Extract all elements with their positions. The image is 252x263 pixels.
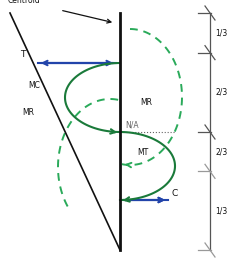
Text: MR: MR xyxy=(140,98,152,107)
Text: 2/3: 2/3 xyxy=(215,147,227,156)
Text: 1/3: 1/3 xyxy=(215,206,227,215)
Text: MC: MC xyxy=(28,81,40,90)
Text: N/A: N/A xyxy=(125,121,139,130)
Text: MT: MT xyxy=(137,148,148,157)
Text: MR: MR xyxy=(22,108,34,117)
Text: 2/3: 2/3 xyxy=(215,88,227,97)
Text: C: C xyxy=(171,189,177,198)
Text: 1/3: 1/3 xyxy=(215,28,227,37)
Text: T: T xyxy=(20,50,25,59)
Text: Centroid: Centroid xyxy=(8,0,41,5)
